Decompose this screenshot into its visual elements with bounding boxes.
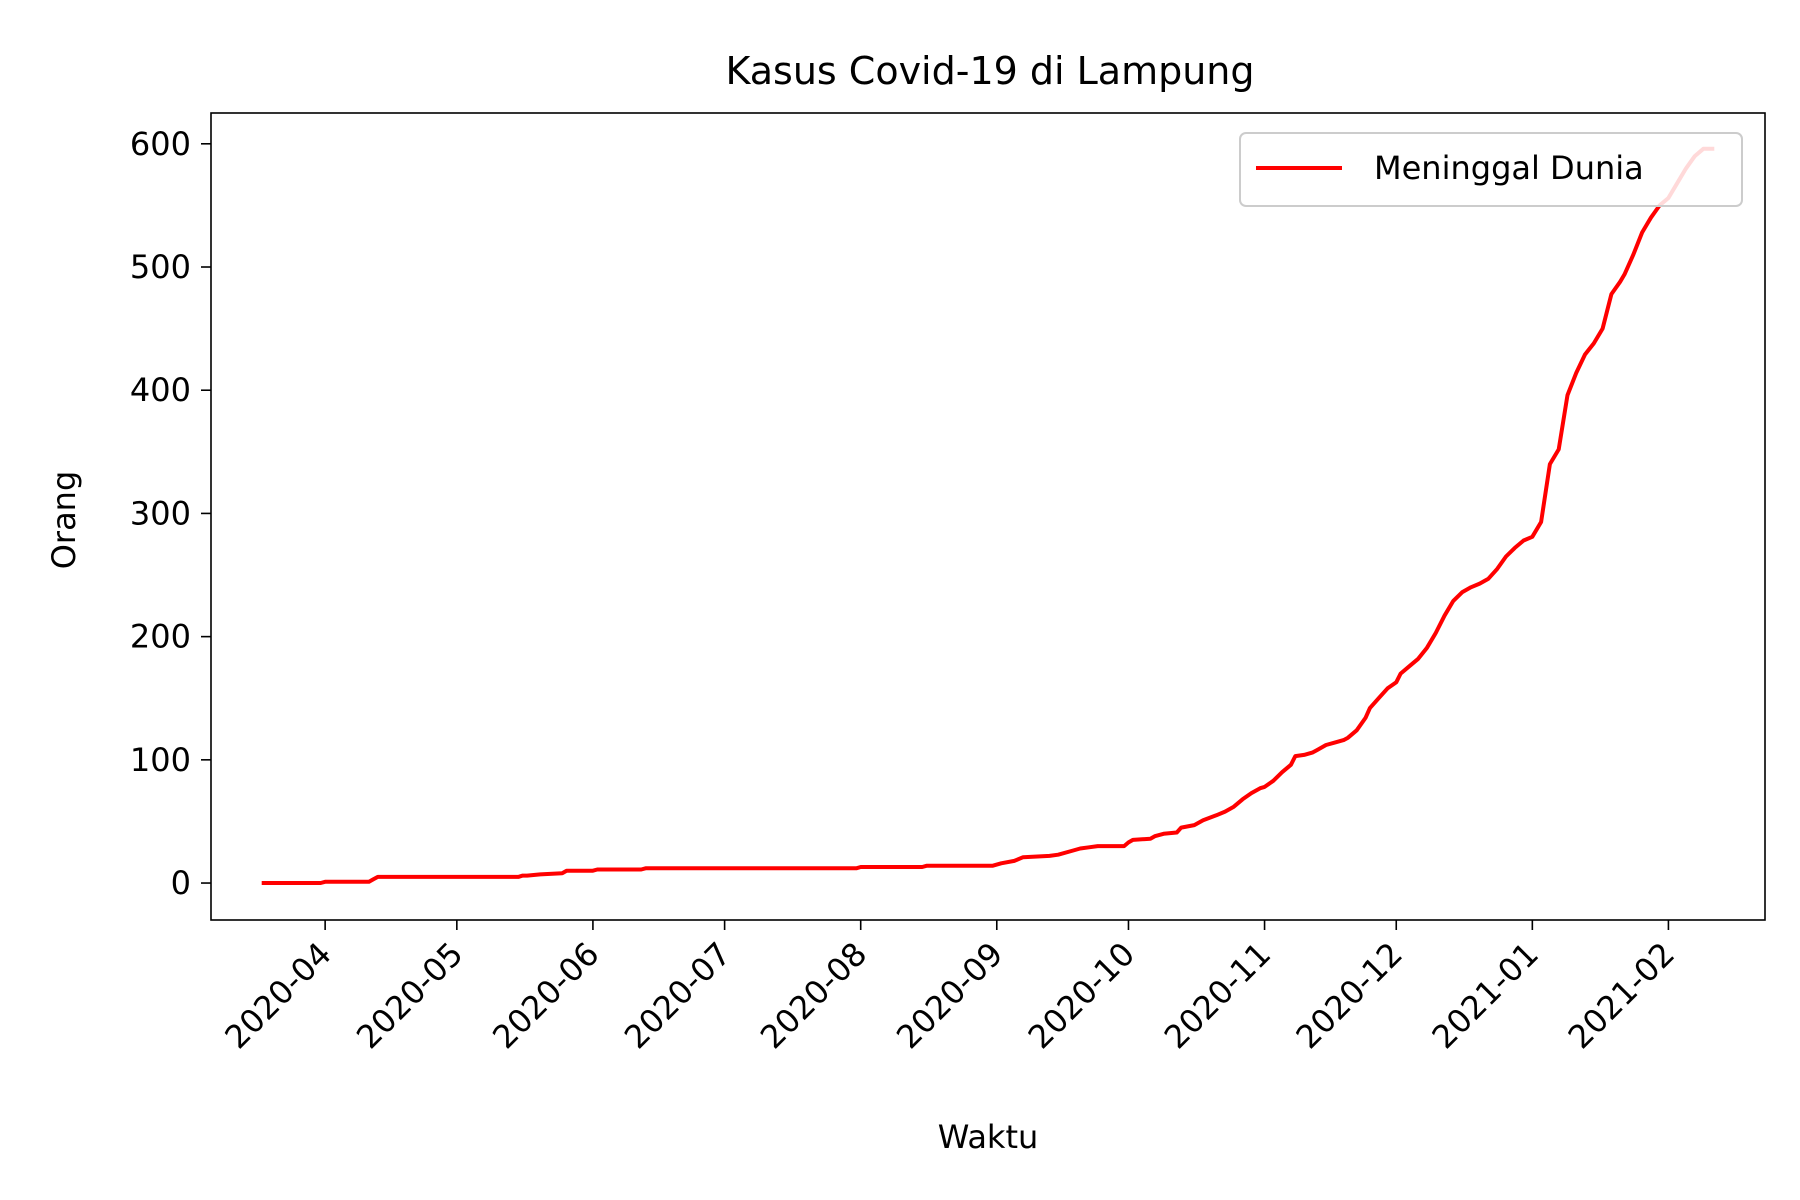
plot-background xyxy=(211,113,1765,920)
y-tick-label: 500 xyxy=(130,248,191,286)
y-tick-label: 0 xyxy=(171,864,191,902)
x-tick-label: 2020-07 xyxy=(617,935,738,1056)
y-tick-label: 400 xyxy=(130,371,191,409)
x-tick-label: 2020-06 xyxy=(485,935,606,1056)
y-tick-label: 100 xyxy=(130,741,191,779)
y-tick-label: 300 xyxy=(130,494,191,532)
legend: Meninggal Dunia xyxy=(1239,132,1743,207)
x-tick-label: 2021-01 xyxy=(1425,935,1546,1056)
x-tick-label: 2020-12 xyxy=(1288,935,1409,1056)
series-line-0 xyxy=(261,146,1715,885)
x-tick-label: 2020-09 xyxy=(889,935,1010,1056)
y-tick-label: 200 xyxy=(130,618,191,656)
x-tick-label: 2020-05 xyxy=(349,935,470,1056)
plot-area xyxy=(210,112,1766,921)
x-tick-label: 2020-04 xyxy=(217,935,338,1056)
legend-box xyxy=(1239,132,1743,207)
plot-frame xyxy=(210,112,1766,921)
series-layer xyxy=(261,146,1715,885)
x-tick-label: 2020-11 xyxy=(1157,935,1278,1056)
x-tick-label: 2020-10 xyxy=(1021,935,1142,1056)
x-axis-label: Waktu xyxy=(938,1118,1039,1156)
x-tick-label: 2020-08 xyxy=(753,935,874,1056)
x-axis: 2020-04 2020-05 2020-06 2020-07 2020-08 2020-… xyxy=(217,920,1682,1056)
y-tick-label: 600 xyxy=(130,125,191,163)
y-axis: 0 100 200 300 400 500 600 xyxy=(130,125,211,902)
y-axis-label: Orang xyxy=(45,471,83,570)
x-tick-label: 2021-02 xyxy=(1561,935,1682,1056)
chart-title: Kasus Covid-19 di Lampung xyxy=(725,49,1254,93)
legend-label: Meninggal Dunia xyxy=(1374,149,1644,187)
